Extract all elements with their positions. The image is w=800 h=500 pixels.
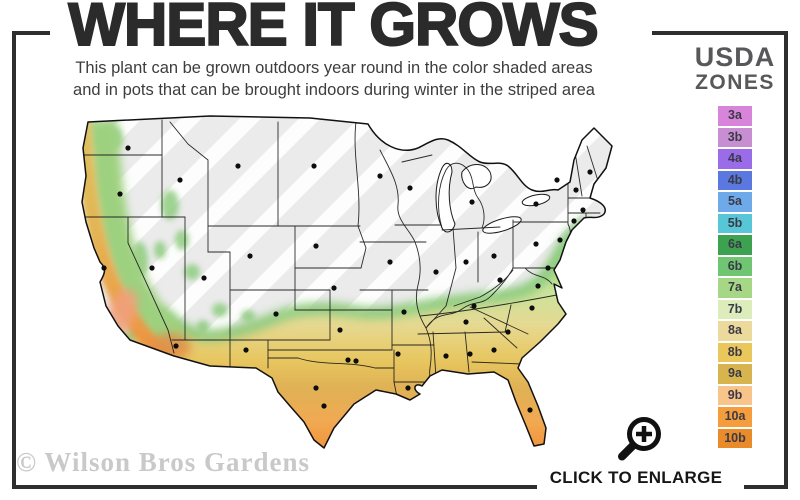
frame-top-left-stub [12, 31, 50, 35]
us-outline [81, 115, 613, 449]
zone-swatch-10b: 10b [718, 428, 752, 449]
legend-title-zones: ZONES [695, 71, 775, 94]
west-inland-green-band [87, 118, 190, 359]
striped-overwinter-region [82, 116, 612, 448]
zone-swatch-6a: 6a [718, 235, 752, 255]
zone-edge-green-fringe [120, 217, 590, 346]
usda-zone-map-svg [81, 115, 613, 449]
zone-swatch-4a: 4a [718, 149, 752, 169]
zone-swatch-3b: 3b [718, 127, 752, 148]
subtitle-line-2: and in pots that can be brought indoors … [73, 80, 595, 99]
lake-erie [482, 216, 522, 234]
zone-swatch-7b: 7b [718, 299, 752, 320]
page-title: WHERE IT GROWS [67, 0, 599, 58]
frame-right-edge [784, 31, 788, 489]
zone-swatch-8b: 8b [718, 342, 752, 363]
lake-huron [461, 164, 492, 189]
zone-swatch-5a: 5a [718, 192, 752, 212]
zone-swatch-5b: 5b [718, 213, 752, 234]
zone-swatch-9b: 9b [718, 385, 752, 406]
zone-swatch-3a: 3a [718, 106, 752, 126]
subtitle: This plant can be grown outdoors year ro… [10, 58, 658, 102]
frame-top-right-stub [652, 31, 788, 35]
zone-swatch-9a: 9a [718, 364, 752, 384]
zone-swatch-8a: 8a [718, 321, 752, 341]
click-to-enlarge-label[interactable]: CLICK TO ENLARGE [549, 468, 723, 487]
watermark: © Wilson Bros Gardens [16, 447, 310, 477]
zone-swatch-7a: 7a [718, 278, 752, 298]
state-borders [83, 119, 603, 403]
state-dots [101, 145, 593, 413]
frame-bottom-left-edge [12, 485, 537, 489]
usda-zones-legend: USDA ZONES 3a 3b 4a 4b 5a 5b 6a 6b 7a 7b 8a 8b 9a 9b 1… [682, 42, 788, 449]
zone-swatch-6b: 6b [718, 256, 752, 277]
zone-swatch-10a: 10a [718, 407, 752, 427]
zone-swatch-4b: 4b [718, 170, 752, 191]
great-lakes [435, 162, 551, 234]
frame-left-edge [12, 31, 16, 489]
zones-map[interactable] [70, 110, 650, 465]
legend-zone-list: 3a 3b 4a 4b 5a 5b 6a 6b 7a 7b 8a 8b 9a 9b 10a 10b [682, 106, 788, 449]
frame-bottom-right-stub [744, 485, 788, 489]
legend-title-usda: USDA [694, 42, 776, 72]
magnifier-zoom-icon[interactable] [616, 408, 670, 462]
subtitle-line-1: This plant can be grown outdoors year ro… [75, 59, 593, 77]
